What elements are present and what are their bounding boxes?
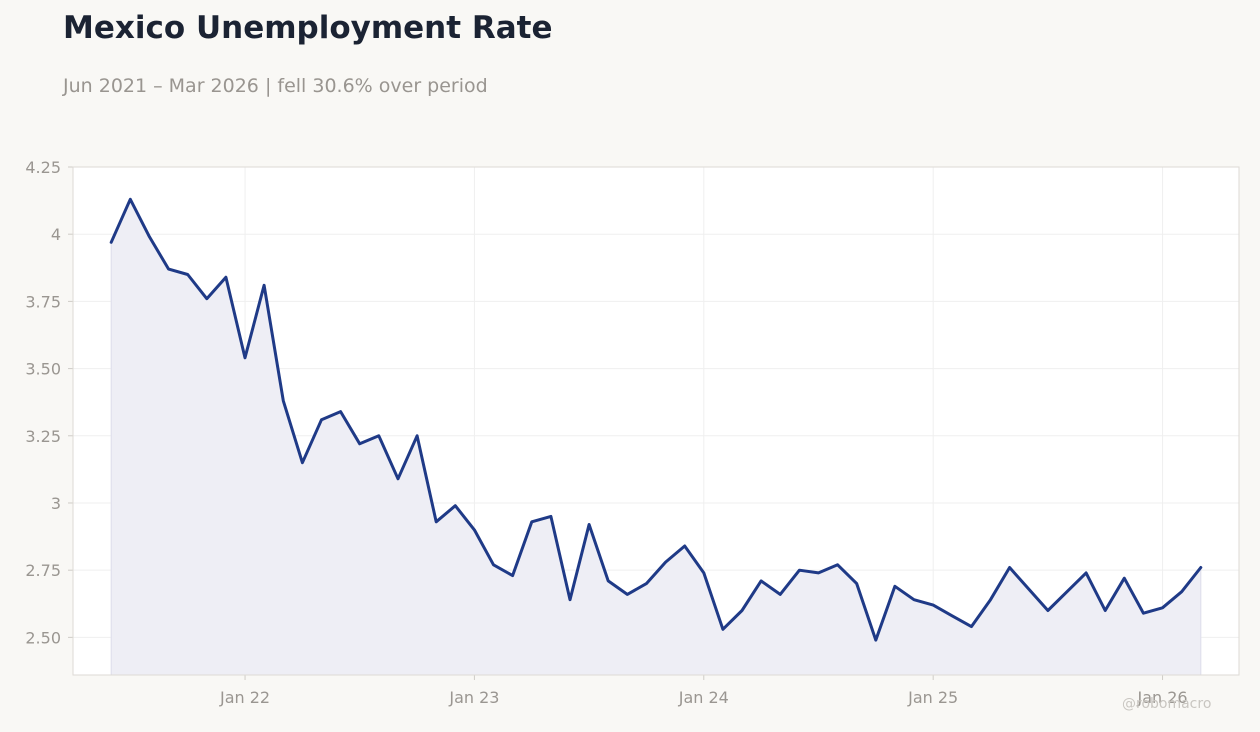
x-tick-label: Jan 24 [678, 688, 729, 707]
x-tick-label: Jan 22 [219, 688, 270, 707]
x-tick-label: Jan 26 [1136, 688, 1187, 707]
y-tick-label: 3.25 [25, 427, 61, 446]
x-tick-label: Jan 25 [907, 688, 958, 707]
watermark: @robomacro [1122, 696, 1212, 712]
series-line [109, 197, 1203, 642]
y-tick-label: 3.75 [25, 292, 61, 311]
y-tick-label: 3.50 [25, 360, 61, 379]
y-axis: 2.50 2.75 3 3.25 3.50 3.75 4 4.25 [25, 158, 73, 647]
y-tick-label: 4 [51, 225, 61, 244]
y-tick-label: 2.50 [25, 628, 61, 647]
x-tick-label: Jan 23 [448, 688, 499, 707]
x-axis: Jan 22 Jan 23 Jan 24 Jan 25 Jan 26 [219, 675, 1188, 707]
chart-title: Mexico Unemployment Rate [63, 10, 553, 46]
plot-frame [72, 166, 1240, 676]
y-tick-label: 4.25 [25, 158, 61, 177]
chart-subtitle: Jun 2021 – Mar 2026 | fell 30.6% over pe… [63, 75, 488, 97]
y-tick-label: 3 [51, 494, 61, 513]
y-tick-label: 2.75 [25, 561, 61, 580]
